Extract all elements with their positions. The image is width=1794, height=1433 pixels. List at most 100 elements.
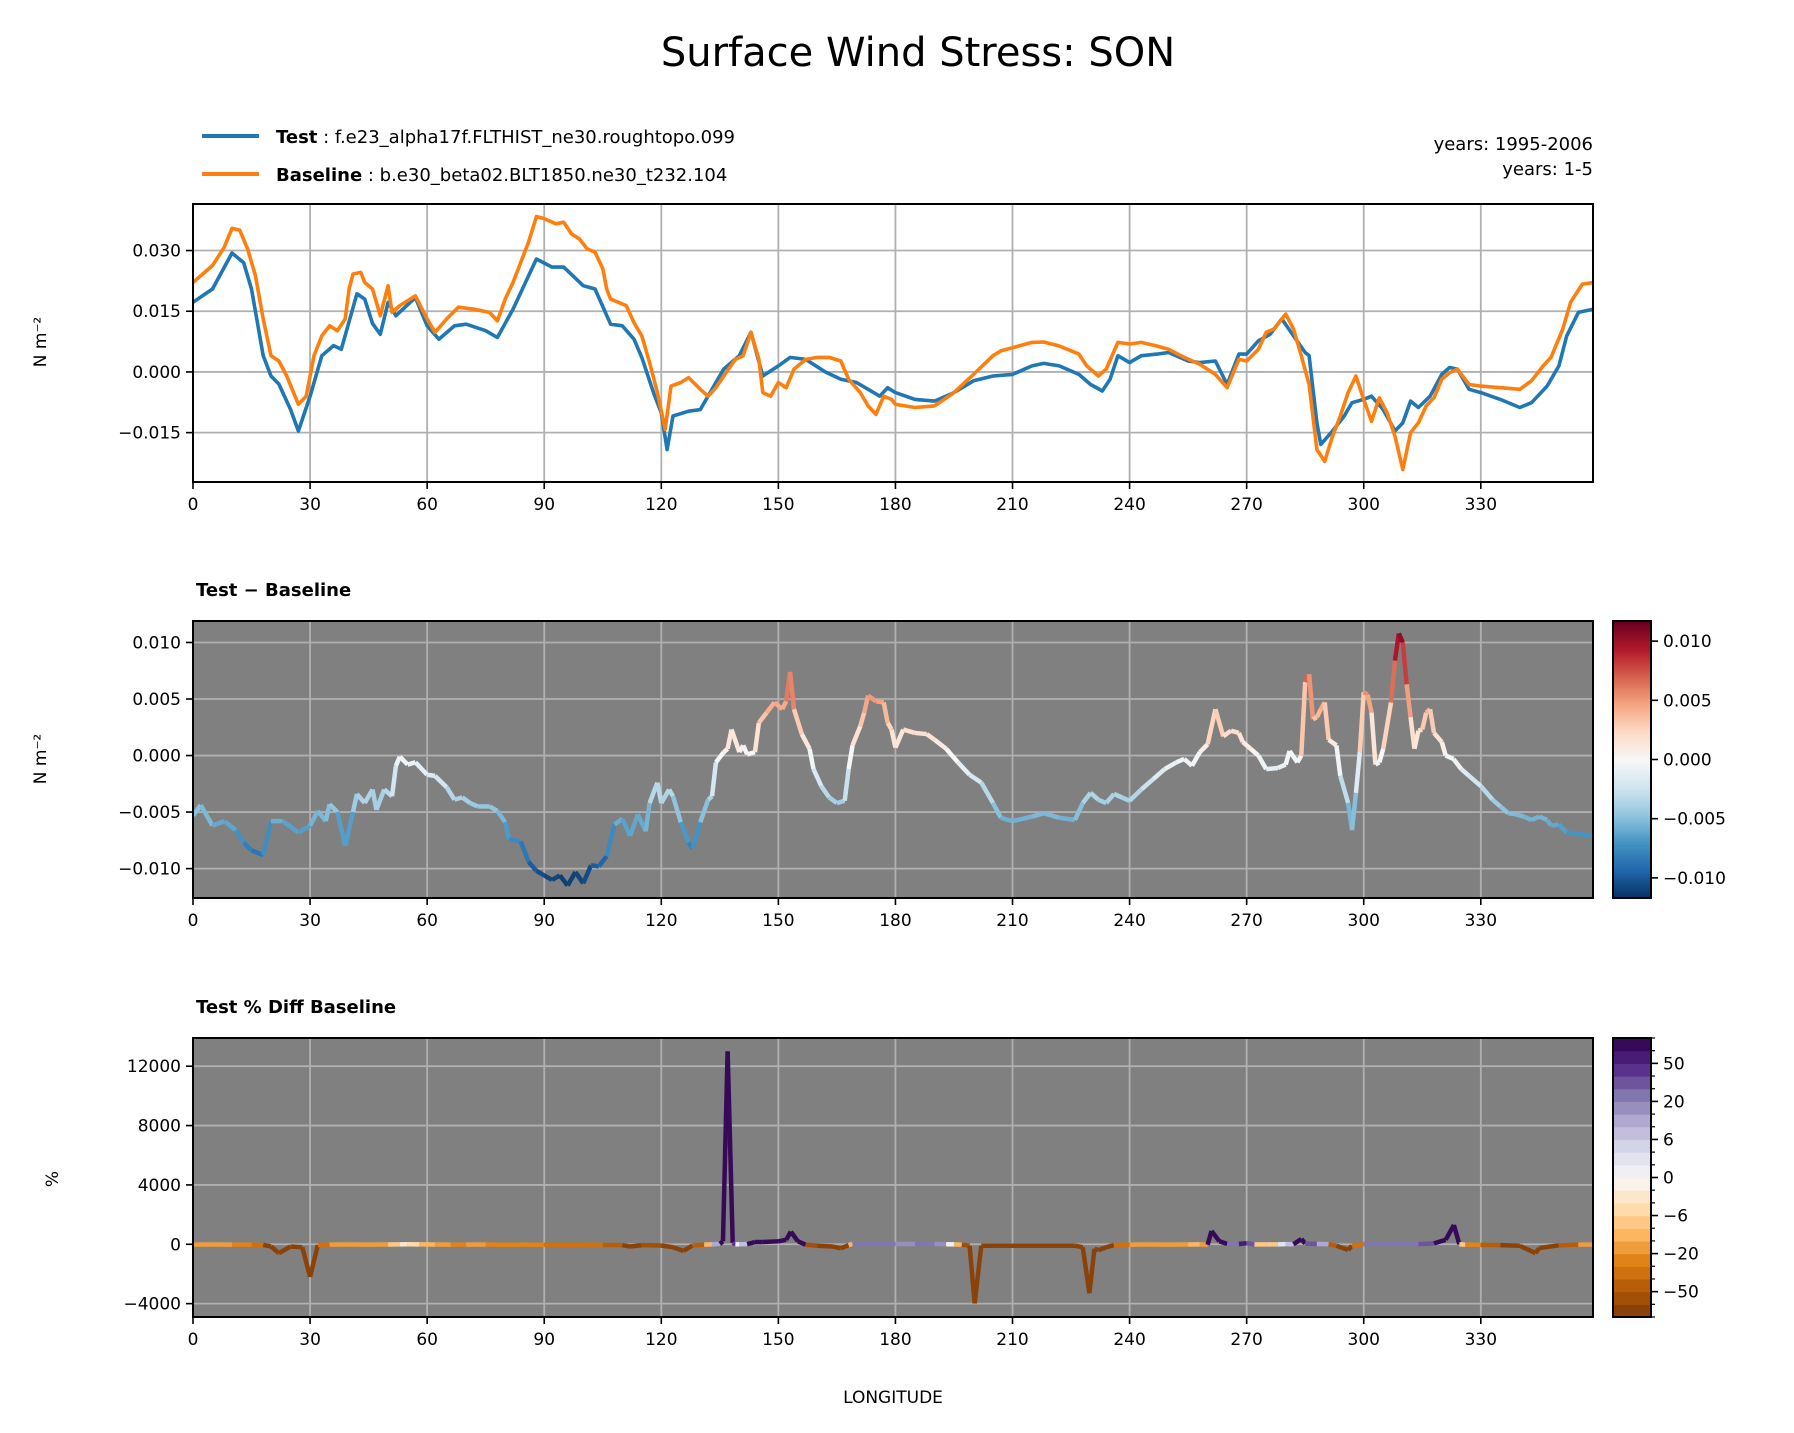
colorbar-band	[1613, 817, 1651, 821]
colorbar-band	[1613, 1278, 1651, 1293]
difference-segment	[350, 793, 360, 813]
y-tick-label: 0.015	[132, 302, 181, 322]
x-tick-label: 150	[762, 1330, 794, 1350]
difference-segment	[1012, 814, 1033, 824]
difference-segment	[1338, 775, 1351, 804]
difference-segment	[469, 800, 479, 809]
y-tick-label: −0.010	[118, 860, 181, 880]
colorbar-band	[1613, 812, 1651, 816]
x-tick-label: 240	[1113, 911, 1145, 931]
difference-segment	[1417, 727, 1423, 733]
difference-segment	[1311, 715, 1319, 722]
difference-segment	[842, 768, 851, 802]
colorbar-band	[1613, 777, 1651, 781]
colorbar-tick-label: 0.005	[1663, 691, 1712, 711]
difference-segment	[1349, 792, 1359, 831]
colorbar-band	[1613, 711, 1651, 714]
colorbar-band	[1613, 844, 1651, 848]
colorbar-band	[1613, 803, 1651, 807]
y-tick-label: 0	[170, 1235, 181, 1255]
colorbar-band	[1613, 1215, 1651, 1229]
difference-segment	[1249, 747, 1260, 758]
difference-segment	[222, 819, 238, 832]
difference-segment	[323, 803, 332, 822]
difference-segment	[944, 747, 960, 764]
difference-segment	[1276, 762, 1287, 771]
difference-segment	[858, 711, 867, 727]
colorbar-band	[1613, 1063, 1651, 1077]
colorbar-band	[1613, 893, 1651, 897]
means-ylabel: N m⁻²	[31, 317, 51, 367]
difference-colorbar: −0.010 −0.005 0.000 0.005 0.010	[1612, 620, 1726, 899]
percent-segment	[961, 1242, 970, 1248]
colorbar-band	[1613, 771, 1651, 774]
x-tick-label: 300	[1348, 495, 1380, 515]
baseline-years: years: 1-5	[1502, 159, 1593, 180]
difference-segment	[709, 762, 719, 797]
means-background	[193, 204, 1593, 482]
y-tick-label: −0.015	[118, 424, 181, 444]
difference-segment	[1097, 797, 1108, 806]
difference-segment	[1213, 708, 1226, 737]
percent-colorbar: −50 −20 −6 0 6 20 50	[1612, 1037, 1699, 1318]
colorbar-band	[1613, 1139, 1651, 1153]
difference-segment	[433, 774, 449, 789]
difference-segment	[297, 823, 312, 835]
x-tick-label: 60	[416, 1330, 438, 1350]
colorbar-band	[1613, 641, 1651, 645]
x-tick-label: 0	[188, 1330, 199, 1350]
difference-segment	[1089, 791, 1100, 802]
difference-segment	[1557, 822, 1569, 835]
difference-segment	[1353, 751, 1363, 794]
colorbar-band	[1613, 1152, 1651, 1166]
colorbar-band	[1613, 874, 1651, 878]
colorbar-tick-label: −6	[1663, 1207, 1688, 1227]
difference-segment	[746, 749, 756, 757]
percent-segment	[692, 1242, 705, 1248]
colorbar-band	[1613, 768, 1651, 772]
difference-segment	[1327, 737, 1338, 748]
colorbar-tick-label: −0.010	[1663, 869, 1726, 889]
colorbar-tick-label: 0.010	[1663, 632, 1712, 652]
difference-segment	[308, 809, 320, 827]
difference-segment	[933, 737, 948, 751]
colorbar-band	[1613, 694, 1651, 698]
colorbar-band	[1613, 863, 1651, 867]
y-tick-label: 0.010	[132, 633, 181, 653]
colorbar-band	[1613, 886, 1651, 890]
percent-segment	[269, 1244, 281, 1255]
percent-segment	[817, 1243, 834, 1249]
difference-data	[193, 632, 1593, 887]
percent-segment	[1328, 1241, 1337, 1248]
difference-segment	[1221, 728, 1233, 739]
colorbar-band	[1613, 814, 1651, 818]
colorbar-band	[1613, 787, 1651, 791]
colorbar-band	[1613, 747, 1651, 751]
x-tick-label: 30	[299, 911, 321, 931]
colorbar-band	[1613, 664, 1651, 668]
colorbar-band	[1613, 1114, 1651, 1128]
plot-area: 0 30 60 90 120 150 180 210 240 270 300 330−0.0150.0…	[118, 203, 1726, 1350]
x-tick-label: 330	[1465, 1330, 1497, 1350]
percent-segment	[1238, 1240, 1247, 1247]
colorbar-band	[1613, 1190, 1651, 1204]
difference-segment	[453, 795, 463, 802]
percent-segment	[290, 1244, 303, 1250]
difference-segment	[242, 841, 254, 853]
colorbar-band	[1613, 810, 1651, 814]
percent-frame	[192, 1037, 1594, 1318]
colorbar-band	[1613, 630, 1651, 634]
difference-segment	[1059, 815, 1076, 823]
colorbar-band	[1613, 773, 1651, 777]
colorbar-band	[1613, 632, 1651, 636]
colorbar-band	[1613, 861, 1651, 864]
colorbar-band	[1613, 715, 1651, 719]
x-tick-label: 150	[762, 911, 794, 931]
difference-axes: 0 30 60 90 120 150 180 210 240 270 300 330−0.010−0.…	[118, 620, 1726, 931]
colorbar-band	[1613, 884, 1651, 888]
colorbar-tick-label: 6	[1663, 1130, 1674, 1150]
x-tick-label: 30	[299, 1330, 321, 1350]
colorbar-band	[1613, 1202, 1651, 1217]
colorbar-band	[1613, 678, 1651, 682]
